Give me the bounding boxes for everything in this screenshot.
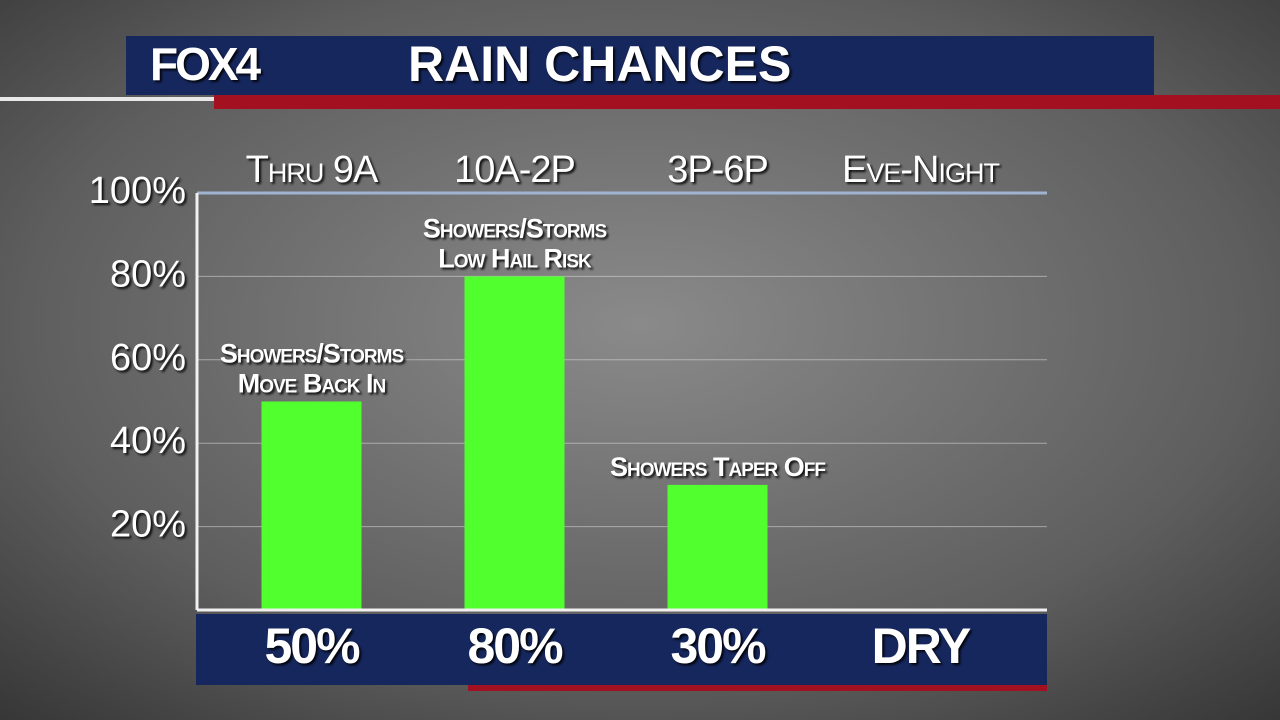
- value-band-stripe: [468, 685, 1047, 691]
- bar: [667, 484, 768, 610]
- x-tick-label: 3P-6P: [667, 149, 768, 191]
- value-label: DRY: [872, 618, 971, 674]
- title-bar: [126, 36, 1154, 95]
- bar-note: Showers/Storms: [423, 214, 607, 244]
- x-tick-label: 10A-2P: [454, 149, 575, 191]
- logo: FOX4: [150, 38, 262, 90]
- y-tick-label: 20%: [110, 504, 186, 546]
- bar-note: Showers/Storms: [220, 339, 404, 369]
- bar-note: Move Back In: [238, 369, 386, 399]
- value-label: 30%: [670, 618, 766, 674]
- value-band: [196, 614, 1047, 685]
- y-tick-label: 100%: [89, 170, 186, 212]
- bar: [261, 401, 362, 610]
- header-rule: [0, 97, 214, 101]
- value-label: 50%: [264, 618, 360, 674]
- header-stripe: [214, 95, 1280, 109]
- bar-note: Low Hail Risk: [438, 244, 592, 274]
- y-tick-label: 80%: [110, 253, 186, 295]
- bar: [464, 276, 565, 610]
- y-tick-label: 40%: [110, 420, 186, 462]
- y-tick-label: 60%: [110, 337, 186, 379]
- chart-title: RAIN CHANCES: [408, 36, 791, 92]
- x-tick-label: Eve-Night: [842, 149, 999, 191]
- plot: 20%40%60%80%100% Thru 9AShowers/StormsMov…: [89, 149, 1047, 674]
- bar-note: Showers Taper Off: [610, 452, 825, 482]
- x-tick-label: Thru 9A: [246, 149, 379, 191]
- value-label: 80%: [467, 618, 563, 674]
